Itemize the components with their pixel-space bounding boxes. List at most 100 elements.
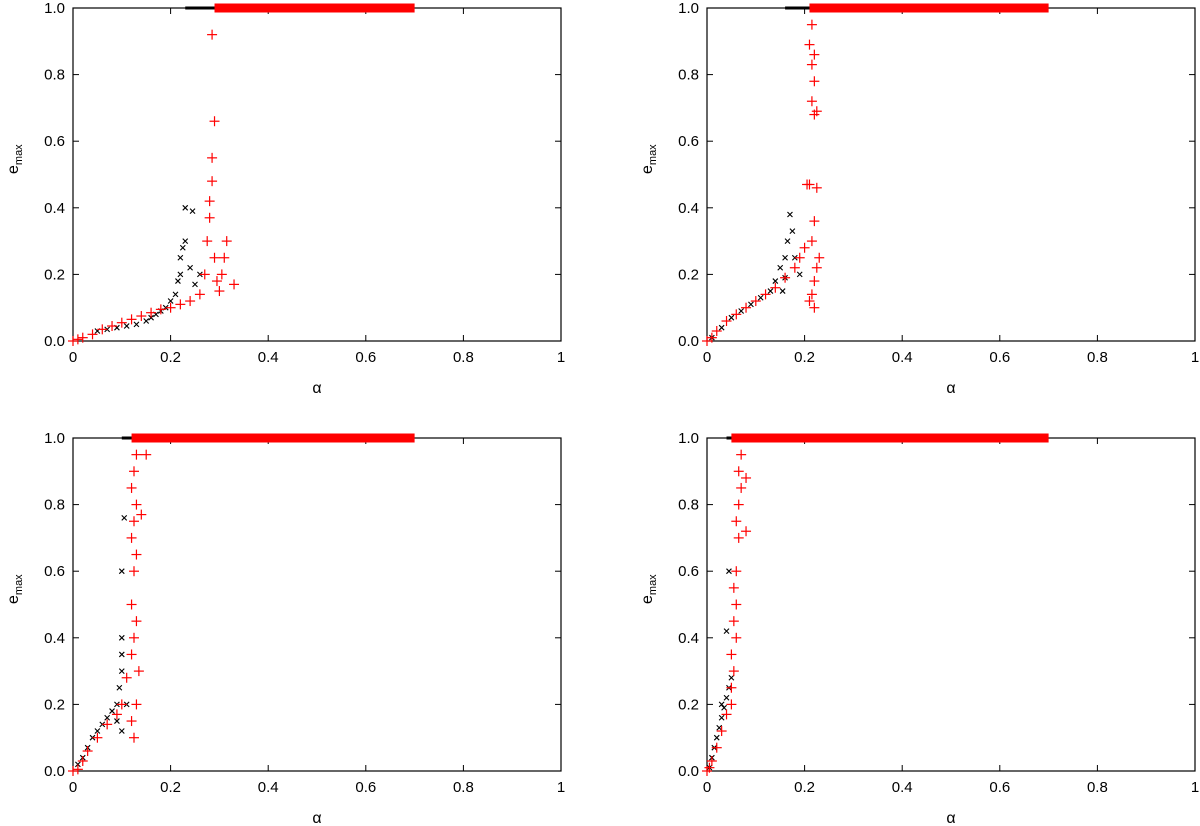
data-point — [72, 334, 83, 345]
data-point — [126, 716, 137, 727]
data-point — [809, 276, 820, 287]
data-point — [806, 96, 817, 107]
y-tick-label: 0.4 — [44, 200, 65, 217]
data-point — [129, 466, 139, 477]
data-point — [748, 301, 754, 308]
data-point — [741, 526, 752, 537]
x-tick-label: 1 — [1191, 349, 1199, 366]
y-tick-label: 0.0 — [678, 333, 699, 350]
data-point — [126, 649, 137, 660]
data-point — [809, 49, 820, 60]
y-tick-label: 0.8 — [44, 67, 65, 84]
data-point — [131, 449, 142, 460]
data-point — [68, 766, 78, 776]
data-point — [175, 278, 181, 284]
data-point — [92, 732, 103, 743]
data-point — [155, 304, 166, 315]
data-point — [814, 252, 825, 263]
data-point — [731, 632, 742, 643]
data-point — [219, 252, 230, 263]
data-point — [716, 726, 727, 737]
data-point — [760, 289, 771, 300]
ylabel-panel-4: emax — [639, 574, 659, 604]
y-tick-label: 0.8 — [678, 67, 699, 84]
data-point — [187, 264, 194, 271]
panel-top-right: emax α 0 0.2 0.4 0.6 0.8 1 0.0 0.2 0.4 0.6 0.8 1.0 — [639, 0, 1199, 397]
y-tick-label: 0.0 — [44, 333, 65, 350]
data-point — [721, 709, 732, 720]
data-point — [167, 298, 174, 304]
data-point — [706, 332, 717, 343]
data-point — [711, 326, 722, 337]
data-point — [136, 311, 147, 322]
data-point — [787, 211, 793, 218]
red-plus-series — [702, 433, 1049, 776]
data-point — [126, 314, 137, 325]
data-point — [111, 709, 122, 720]
data-point — [706, 756, 717, 767]
y-tick-label: 0.0 — [44, 763, 65, 780]
x-tick-label: 0.4 — [258, 349, 279, 366]
data-point — [726, 649, 737, 660]
data-point — [221, 236, 232, 247]
data-point — [118, 568, 125, 575]
x-tick-label: 0.2 — [160, 779, 181, 796]
plot-frame — [706, 437, 1196, 772]
data-point — [726, 682, 737, 693]
panel-top-left: emax α 0 0.2 0.4 0.6 0.8 1 0.0 0.2 0.4 0.6 0.8 1.0 — [5, 0, 565, 397]
data-point — [770, 282, 781, 293]
y-tick-label: 0.6 — [44, 133, 65, 150]
x-tick-label: 0.2 — [794, 349, 815, 366]
data-point — [728, 314, 735, 321]
data-point — [182, 238, 189, 244]
red-plus-series — [702, 3, 1049, 346]
data-point — [789, 262, 800, 273]
data-point — [116, 699, 127, 710]
y-tick-label: 0.6 — [678, 133, 699, 150]
data-point — [216, 269, 227, 280]
data-point — [189, 208, 196, 215]
red-plus-series — [68, 3, 415, 346]
x-tick-label: 0.2 — [160, 349, 181, 366]
data-point — [806, 59, 817, 70]
panel-bottom-left: emax α 0 0.2 0.4 0.6 0.8 1 0.0 0.2 0.4 0.6 0.8 1.0 — [5, 430, 565, 826]
x-tick-label: 0.2 — [794, 779, 815, 796]
y-tick-label: 0.4 — [678, 630, 699, 647]
data-point — [723, 628, 730, 635]
y-tick-label: 1.0 — [44, 0, 65, 17]
data-point — [741, 302, 752, 313]
x-tick-label: 0.8 — [453, 349, 474, 366]
black-x-series — [94, 6, 269, 334]
black-x-series — [74, 436, 225, 768]
y-tick-label: 0.6 — [44, 563, 65, 580]
data-point — [723, 694, 730, 701]
y-tick-label: 0.2 — [44, 266, 65, 283]
data-point — [811, 106, 822, 117]
data-point — [182, 204, 189, 211]
data-point — [799, 242, 810, 253]
data-point — [194, 289, 205, 300]
data-point — [123, 323, 130, 329]
y-tick-label: 1.0 — [678, 0, 699, 17]
data-point — [136, 509, 147, 520]
data-point — [806, 19, 817, 30]
data-point — [757, 294, 764, 301]
data-point — [121, 515, 128, 521]
data-point — [728, 666, 739, 677]
y-tick-label: 0.0 — [678, 763, 699, 780]
data-point — [718, 714, 725, 721]
data-point — [794, 252, 805, 263]
data-point — [114, 718, 120, 724]
y-tick-label: 0.8 — [44, 497, 65, 514]
data-point — [811, 262, 822, 273]
y-tick-label: 0.8 — [678, 497, 699, 514]
data-point — [129, 516, 139, 527]
data-point — [129, 566, 139, 577]
x-tick-label: 0 — [69, 779, 77, 796]
data-point — [716, 724, 723, 731]
data-point — [118, 728, 125, 734]
data-point — [129, 732, 139, 743]
data-point — [736, 482, 747, 493]
data-point — [728, 582, 739, 593]
